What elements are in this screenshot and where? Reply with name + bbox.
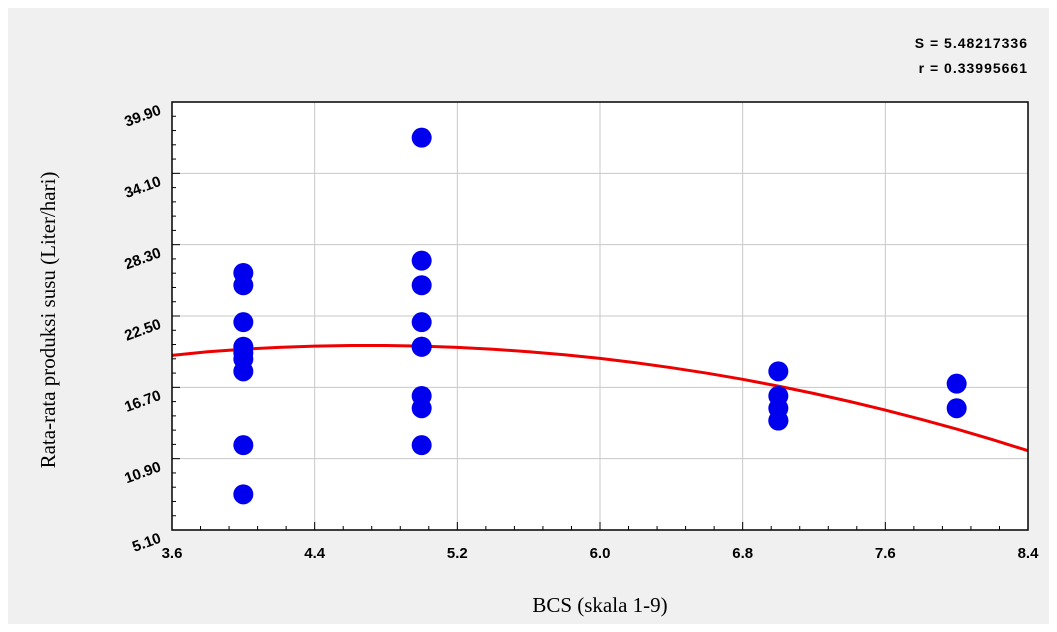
y-tick-label: 22.50 [122,316,163,345]
data-point [411,127,432,148]
x-tick-label: 3.6 [162,545,183,562]
x-tick-label: 7.6 [875,545,896,562]
data-point [411,275,432,296]
data-point [768,410,789,431]
fit-curve-layer [171,344,1029,453]
data-point [946,398,967,419]
x-tick-label: 8.4 [1018,545,1040,562]
y-tick-label: 16.70 [122,387,163,416]
stat-s-label: S = 5.48217336 [915,35,1028,51]
y-tick-label: 39.90 [122,102,163,131]
x-tick-label: 6.8 [732,545,753,562]
data-point [946,373,967,394]
x-axis-title: BCS (skala 1-9) [532,593,667,617]
y-tick-labels: 5.10 10.90 16.70 22.50 28.30 34.10 39.90 [122,102,163,556]
fit-curve [171,344,1029,453]
x-tick-label: 6.0 [590,545,611,562]
data-point [233,435,254,456]
data-point [411,435,432,456]
data-point [768,361,789,382]
y-tick-label: 10.90 [122,458,163,487]
data-point [411,250,432,271]
data-point [233,361,254,382]
y-tick-label: 34.10 [122,173,163,202]
x-tick-labels: 3.6 4.4 5.2 6.0 6.8 7.6 8.4 [162,545,1040,562]
y-axis-title: Rata-rata produksi susu (Liter/hari) [36,172,60,469]
stat-r-label: r = 0.33995661 [919,60,1028,76]
y-tick-label: 5.10 [130,530,163,556]
data-point [233,275,254,296]
data-point [411,398,432,419]
data-point [411,312,432,333]
data-point [411,336,432,357]
data-point [233,312,254,333]
x-tick-label: 4.4 [304,545,326,562]
data-point [233,484,254,505]
x-tick-label: 5.2 [447,545,468,562]
y-tick-label: 28.30 [122,244,163,273]
data-points [233,127,967,505]
plot-frame [171,101,1029,531]
